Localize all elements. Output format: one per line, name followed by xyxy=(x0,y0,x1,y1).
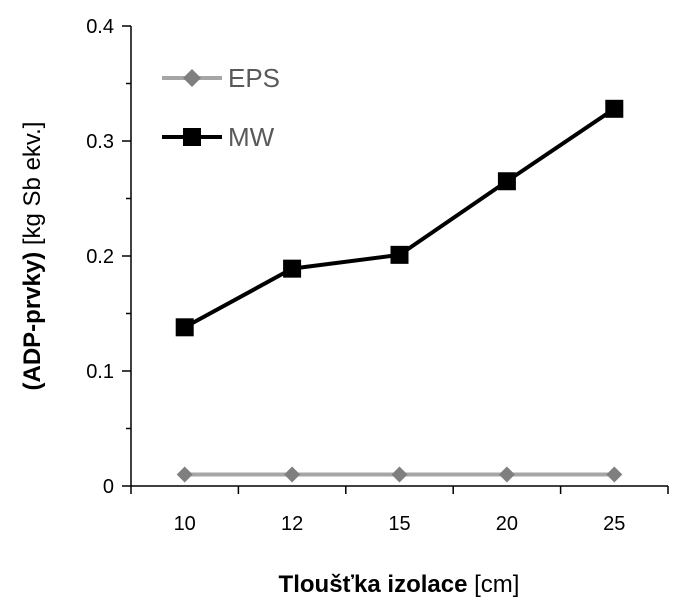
data-point-mw xyxy=(497,172,516,191)
data-point-eps xyxy=(284,466,301,483)
x-tick-label: 10 xyxy=(174,513,196,535)
data-point-eps xyxy=(391,466,408,483)
x-axis-ticks: 10 12 15 20 25 xyxy=(130,486,669,535)
x-axis-title-unit: [cm] xyxy=(467,571,519,598)
y-tick-label: 0.1 xyxy=(86,361,114,383)
y-axis-title: (ADP-prvky) [kg Sb ekv.] xyxy=(19,122,46,391)
x-axis-title-bold: Tloušťka izolace xyxy=(279,571,468,598)
x-axis-title: Tloušťka izolace [cm] xyxy=(279,571,520,598)
y-axis-title-unit: [kg Sb ekv.] xyxy=(19,122,46,252)
series-mw xyxy=(175,99,624,337)
legend: EPS MW xyxy=(162,63,280,152)
data-point-mw xyxy=(605,99,624,118)
data-point-mw xyxy=(283,259,302,278)
data-point-mw xyxy=(390,245,409,264)
legend-item-mw: MW xyxy=(162,122,275,152)
y-tick-label: 0.2 xyxy=(86,246,114,268)
x-tick-label: 25 xyxy=(603,513,625,535)
legend-marker-eps xyxy=(183,69,201,87)
x-tick-label: 12 xyxy=(281,513,303,535)
legend-marker-mw xyxy=(183,128,201,146)
series-layer xyxy=(175,99,624,483)
y-tick-label: 0 xyxy=(103,476,114,498)
legend-item-eps: EPS xyxy=(162,63,280,93)
data-point-eps xyxy=(176,466,193,483)
x-tick-label: 20 xyxy=(496,513,518,535)
legend-label-eps: EPS xyxy=(228,63,280,93)
y-axis-ticks: 0 0.1 0.2 0.3 0.4 xyxy=(86,16,131,498)
series-eps xyxy=(176,466,623,483)
legend-label-mw: MW xyxy=(228,122,275,152)
data-point-eps xyxy=(606,466,623,483)
data-point-eps xyxy=(498,466,515,483)
y-tick-label: 0.3 xyxy=(86,131,114,153)
y-axis-title-bold: (ADP-prvky) xyxy=(19,252,46,391)
y-tick-label: 0.4 xyxy=(86,16,114,38)
data-point-mw xyxy=(175,318,194,337)
x-tick-label: 15 xyxy=(388,513,410,535)
